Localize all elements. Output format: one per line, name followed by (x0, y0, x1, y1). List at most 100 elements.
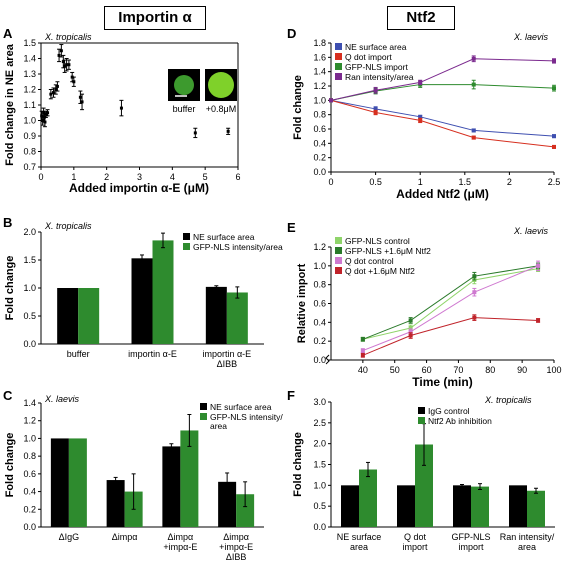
data-point (552, 134, 556, 139)
x-tick-label: 50 (390, 365, 400, 375)
legend-label: NE surface area (210, 402, 272, 412)
data-point (67, 63, 71, 67)
y-tick-label: 0.8 (23, 147, 36, 157)
data-point (193, 131, 197, 135)
y-tick-label: 0.8 (313, 110, 326, 120)
y-tick-label: 1.0 (313, 261, 326, 271)
bar-green (180, 430, 199, 527)
legend-label: GFP-NLS control (345, 236, 410, 246)
legend-label: IgG control (428, 406, 470, 416)
data-point (46, 111, 50, 115)
data-point (552, 86, 556, 91)
legend-swatch (418, 417, 425, 424)
x-tick-label: 90 (517, 365, 527, 375)
y-tick-label: 0.0 (23, 339, 36, 349)
bar-black (397, 485, 415, 527)
legend-label: Ntf2 Ab inhibition (428, 416, 492, 426)
y-tick-label: 1.0 (313, 480, 326, 490)
axis-break (325, 354, 330, 365)
bar-green (78, 288, 100, 344)
data-point (360, 337, 365, 342)
ntf2-header: Ntf2 (387, 6, 455, 30)
legend-swatch (335, 53, 342, 60)
bar-green (359, 469, 377, 527)
y-tick-label: 1.4 (313, 67, 326, 77)
y-tick-label: 0.0 (313, 522, 326, 532)
data-point (471, 128, 476, 133)
y-tick-label: 1.3 (23, 69, 36, 79)
y-axis-label: Relative import (296, 263, 308, 343)
legend-swatch (335, 237, 342, 244)
x-axis-label: Added Ntf2 (μM) (396, 187, 489, 201)
data-point (472, 290, 477, 295)
legend-swatch (335, 257, 342, 264)
y-tick-label: 0.4 (313, 317, 326, 327)
bar-green (236, 494, 255, 527)
y-tick-label: 0.8 (313, 280, 326, 290)
species-label: X. tropicalis (44, 32, 92, 42)
x-axis-label: Time (min) (412, 375, 472, 389)
y-tick-label: 0.6 (313, 299, 326, 309)
category-label: Q dot (404, 532, 427, 542)
bar-black (453, 485, 471, 527)
series-line (362, 265, 539, 352)
category-label: buffer (67, 349, 90, 359)
x-tick-label: 0 (328, 177, 333, 187)
data-point (51, 91, 55, 95)
category-label: NE surface (337, 532, 382, 542)
inset-label: +0.8μM (206, 104, 236, 114)
bar-black (341, 485, 359, 527)
data-point (226, 129, 230, 133)
legend-label: Q dot control (345, 256, 394, 266)
bar-black (57, 288, 79, 344)
category-label: importin α-E (202, 349, 251, 359)
y-tick-label: 1.4 (23, 398, 36, 408)
series-line (362, 268, 539, 340)
data-point (408, 318, 413, 323)
category-label: ΔIBB (226, 552, 247, 562)
data-point (78, 95, 82, 99)
x-tick-label: 1 (71, 172, 76, 182)
y-tick-label: 3.0 (313, 397, 326, 407)
data-point (55, 84, 59, 88)
legend-swatch (200, 413, 207, 420)
legend-label: NE surface area (193, 232, 255, 242)
panel-letter-c: C (3, 388, 13, 403)
data-point (119, 106, 123, 110)
y-tick-label: 2.0 (313, 439, 326, 449)
y-axis-label: Fold change (292, 75, 304, 140)
legend-swatch (335, 267, 342, 274)
y-tick-label: 0.2 (23, 504, 36, 514)
category-label: ΔIBB (217, 359, 238, 369)
y-tick-label: 1.2 (313, 81, 326, 91)
y-tick-label: 1.2 (23, 416, 36, 426)
data-point (536, 263, 541, 268)
legend-swatch (183, 233, 190, 240)
x-tick-label: 6 (235, 172, 240, 182)
category-label: Δimpα (112, 532, 138, 542)
data-point (373, 106, 378, 111)
data-point (471, 135, 476, 140)
y-tick-label: 2.5 (313, 418, 326, 428)
category-label: import (458, 542, 484, 552)
y-tick-label: 0.4 (23, 487, 36, 497)
y-tick-label: 0.2 (313, 153, 326, 163)
y-tick-label: 0.6 (23, 469, 36, 479)
species-label: X. laevis (513, 32, 549, 42)
y-tick-label: 1.4 (23, 54, 36, 64)
legend-label: Ran intensity/area (345, 72, 414, 82)
y-tick-label: 1.1 (23, 100, 36, 110)
category-label: +impα-E (163, 542, 197, 552)
category-label: ΔIgG (59, 532, 80, 542)
y-tick-label: 0.6 (313, 124, 326, 134)
data-point (360, 353, 365, 358)
bar-green (527, 490, 545, 527)
legend-swatch (335, 247, 342, 254)
y-tick-label: 1.0 (23, 116, 36, 126)
data-point (471, 82, 476, 87)
legend-swatch (183, 243, 190, 250)
y-tick-label: 0.2 (313, 336, 326, 346)
panel-letter-b: B (3, 215, 12, 230)
data-point (59, 49, 63, 53)
